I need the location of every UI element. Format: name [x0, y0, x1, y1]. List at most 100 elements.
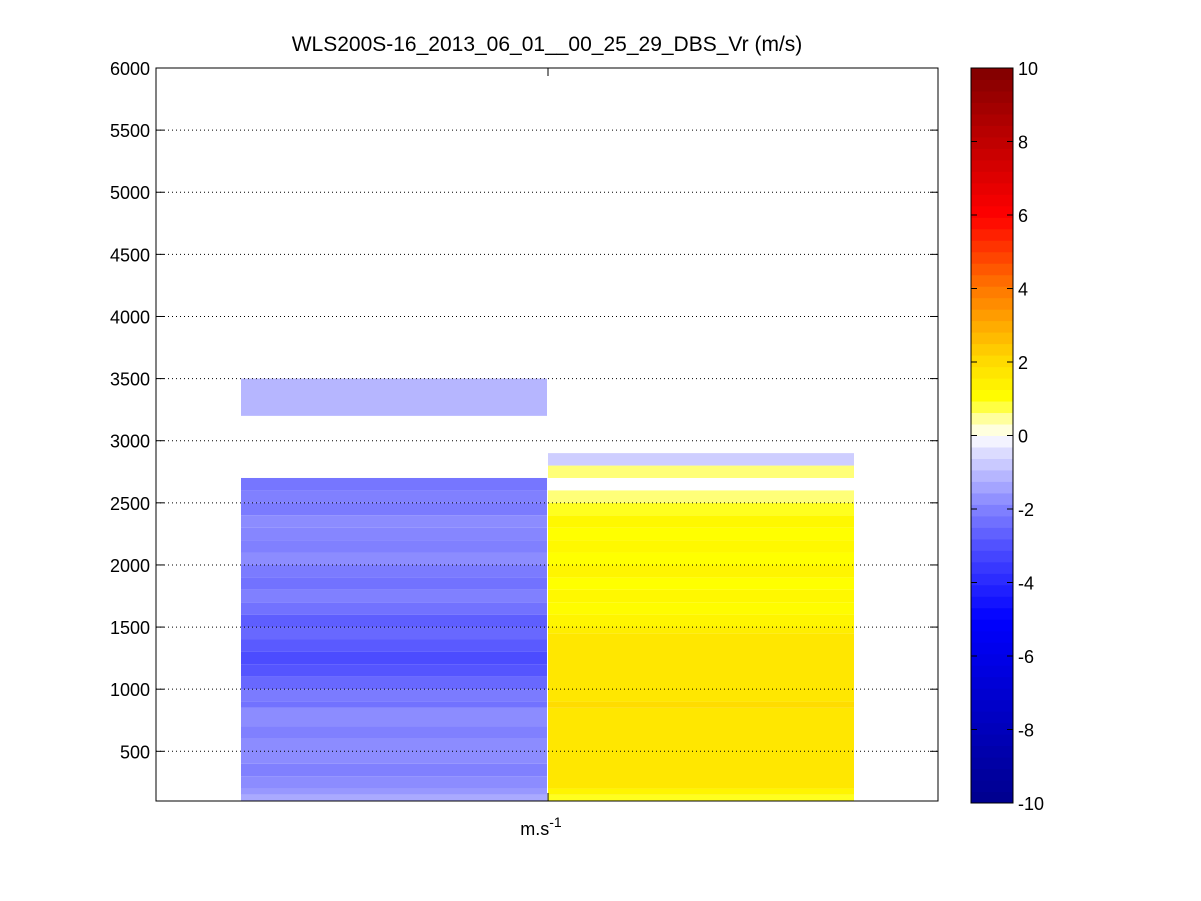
colorbar-band: [971, 332, 1013, 345]
y-tick-label: 500: [120, 742, 150, 762]
colorbar-tick-label: -2: [1018, 500, 1034, 520]
colorbar-band: [971, 734, 1013, 747]
colorbar-tick-label: -10: [1018, 794, 1044, 814]
heat-cell: [241, 515, 547, 528]
heat-cell: [548, 627, 854, 634]
colorbar-band: [971, 768, 1013, 781]
heat-cell: [241, 701, 547, 708]
heat-cell: [241, 776, 547, 789]
colorbar-band: [971, 79, 1013, 92]
colorbar-band: [971, 113, 1013, 126]
heat-cell: [241, 577, 547, 590]
colorbar-band: [971, 148, 1013, 161]
colorbar-band: [971, 412, 1013, 425]
colorbar-band: [971, 527, 1013, 540]
plot-frame: [155, 67, 939, 802]
heat-cell: [548, 794, 854, 801]
heat-cell: [241, 664, 547, 677]
heat-cell: [548, 490, 854, 503]
colorbar-tick-label: 0: [1018, 427, 1028, 447]
heat-cell: [241, 540, 547, 553]
heat-cell: [241, 738, 547, 764]
colorbar-band: [971, 757, 1013, 770]
plot-area: 500 1000 1500 2000 2500 3000 3500 4000 4500 5000 5…: [110, 59, 939, 802]
heat-cell: [241, 378, 547, 416]
heat-cell: [241, 614, 547, 628]
heat-cell: [548, 453, 854, 466]
colorbar-band: [971, 676, 1013, 689]
heat-cell: [241, 676, 547, 690]
y-axis-ticks: 500 1000 1500 2000 2500 3000 3500 4000 4500 5000 5…: [110, 59, 938, 762]
colorbar-band: [971, 584, 1013, 597]
heat-cell: [241, 726, 547, 739]
colorbar-band: [971, 343, 1013, 356]
heat-cell: [548, 515, 854, 528]
heat-cell: [241, 794, 547, 801]
heat-cell: [241, 707, 547, 727]
colorbar-band: [971, 653, 1013, 666]
colorbar-band: [971, 240, 1013, 253]
colorbar-band: [971, 228, 1013, 241]
colorbar-band: [971, 642, 1013, 655]
colorbar-tick-label: -4: [1018, 574, 1034, 594]
y-tick-label: 6000: [110, 59, 150, 79]
colorbar-band: [971, 263, 1013, 276]
colorbar-band: [971, 630, 1013, 643]
colorbar-band: [971, 401, 1013, 414]
colorbar-band: [971, 711, 1013, 724]
colorbar-band: [971, 366, 1013, 379]
colorbar-ticks: -10 -8 -6 -4 -2 0 2 4 6 8 10: [971, 59, 1044, 814]
colorbar-band: [971, 171, 1013, 184]
colorbar-band: [971, 492, 1013, 505]
colorbar-band: [971, 458, 1013, 471]
colorbar-tick-label: 6: [1018, 206, 1028, 226]
heat-cell: [548, 701, 854, 708]
x-axis-label-superscript: -1: [549, 814, 562, 830]
x-axis-label-text: m.s: [520, 819, 549, 839]
heat-cell: [241, 627, 547, 640]
colorbar-tick-label: 10: [1018, 59, 1038, 79]
y-tick-label: 2000: [110, 556, 150, 576]
colorbar-band: [971, 159, 1013, 172]
heat-cell: [548, 589, 854, 603]
colorbar-tick-label: -8: [1018, 721, 1034, 741]
colorbar-bands: [971, 68, 1013, 804]
colorbar-band: [971, 68, 1013, 80]
colorbar-band: [971, 435, 1013, 448]
colorbar-band: [971, 745, 1013, 758]
colorbar-band: [971, 274, 1013, 287]
colorbar-band: [971, 596, 1013, 609]
heat-cell: [241, 639, 547, 652]
chart-title: WLS200S-16_2013_06_01__00_25_29_DBS_Vr (…: [292, 33, 803, 56]
colorbar-band: [971, 722, 1013, 735]
heat-cell: [548, 540, 854, 553]
heat-cell: [241, 788, 547, 795]
y-tick-label: 3000: [110, 432, 150, 452]
heat-cell: [548, 502, 854, 516]
colorbar-tick-label: 4: [1018, 280, 1028, 300]
colorbar-band: [971, 205, 1013, 218]
colorbar-band: [971, 389, 1013, 402]
colorbar-band: [971, 286, 1013, 299]
y-tick-label: 4500: [110, 245, 150, 265]
colorbar-band: [971, 607, 1013, 620]
y-tick-label: 5500: [110, 121, 150, 141]
colorbar-band: [971, 688, 1013, 701]
colorbar-band: [971, 378, 1013, 391]
colorbar-band: [971, 699, 1013, 712]
heat-cell: [548, 602, 854, 615]
colorbar-band: [971, 538, 1013, 551]
colorbar-band: [971, 125, 1013, 138]
heat-cell: [241, 564, 547, 578]
heat-cell: [548, 614, 854, 628]
heat-cell: [241, 651, 547, 665]
colorbar-band: [971, 665, 1013, 678]
heat-cell: [241, 602, 547, 615]
y-tick-label: 1000: [110, 680, 150, 700]
heat-cell: [241, 589, 547, 603]
colorbar-band: [971, 446, 1013, 459]
y-tick-label: 5000: [110, 183, 150, 203]
colorbar-band: [971, 102, 1013, 115]
colorbar-band: [971, 791, 1013, 804]
x-axis-label: m.s-1: [520, 814, 562, 839]
